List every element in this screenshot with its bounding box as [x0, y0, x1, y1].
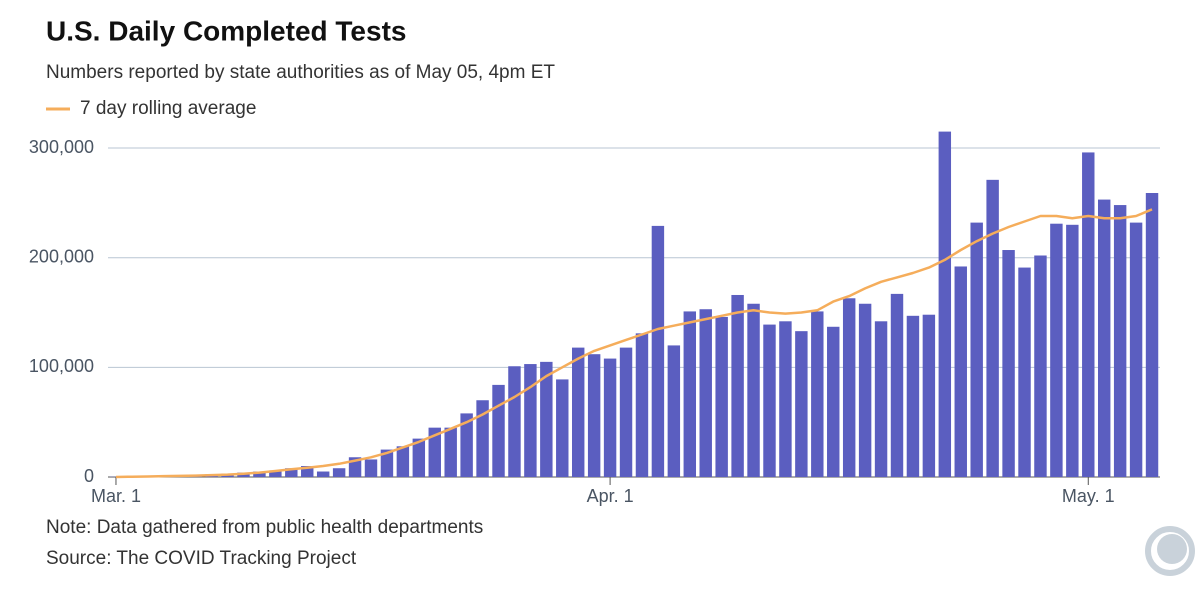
bar — [1002, 250, 1015, 477]
bar — [1018, 267, 1031, 477]
bar — [460, 413, 473, 477]
y-tick-label: 100,000 — [29, 356, 94, 376]
bar — [587, 354, 601, 477]
bar — [444, 427, 457, 477]
bar — [380, 449, 394, 477]
y-tick-label: 200,000 — [29, 246, 94, 266]
bar — [428, 427, 441, 477]
source: Source: The COVID Tracking Project — [46, 548, 357, 569]
bar — [954, 266, 967, 477]
bar — [301, 466, 314, 477]
x-tick-label: May. 1 — [1062, 486, 1115, 506]
bar — [747, 303, 760, 477]
bar — [364, 459, 378, 477]
bar — [651, 225, 665, 477]
bar — [556, 379, 569, 477]
chart-subtitle: Numbers reported by state authorities as… — [46, 62, 555, 83]
bar — [524, 364, 537, 477]
logo-dot — [1157, 534, 1187, 564]
bar — [1066, 224, 1079, 477]
bar — [540, 361, 553, 477]
bar — [635, 333, 649, 477]
bar — [811, 311, 824, 477]
note: Note: Data gathered from public health d… — [46, 517, 483, 538]
bar — [285, 468, 298, 477]
bar — [619, 347, 633, 477]
bar — [1050, 223, 1063, 477]
bar — [476, 400, 489, 477]
logo — [1145, 526, 1195, 576]
bar — [412, 438, 426, 477]
bar — [986, 179, 999, 477]
bar — [922, 314, 936, 477]
bar — [699, 309, 712, 477]
bar — [667, 345, 681, 477]
bar — [253, 471, 266, 477]
bar — [938, 131, 952, 478]
bar — [508, 366, 521, 477]
bar — [1129, 222, 1143, 477]
bar — [795, 331, 808, 477]
bar — [842, 298, 856, 477]
bar — [1097, 199, 1111, 478]
bar — [890, 293, 904, 477]
bar — [763, 324, 776, 477]
bar — [827, 326, 840, 477]
bar — [603, 358, 617, 477]
bar — [571, 347, 585, 477]
bar — [492, 384, 505, 477]
x-tick-label: Apr. 1 — [587, 486, 634, 506]
bar — [906, 315, 920, 477]
bar — [874, 321, 888, 477]
bar — [683, 311, 697, 477]
bar — [715, 316, 728, 477]
y-tick-label: 300,000 — [29, 137, 94, 157]
bar — [316, 471, 330, 477]
bar — [858, 303, 872, 477]
logo-ring — [1145, 526, 1195, 576]
bar — [1145, 193, 1159, 477]
x-tick-label: Mar. 1 — [91, 486, 141, 506]
line — [115, 208, 1153, 479]
bar — [779, 321, 792, 477]
y-tick-label: 0 — [84, 466, 94, 486]
bar — [731, 294, 744, 477]
bar — [1034, 255, 1047, 477]
bar — [1113, 205, 1127, 477]
bar — [970, 222, 983, 477]
legend-label: 7 day rolling average — [80, 98, 256, 119]
bar — [1082, 152, 1095, 478]
bar — [396, 446, 410, 477]
bar — [332, 468, 346, 477]
chart-title: U.S. Daily Completed Tests — [46, 15, 406, 46]
bar — [269, 470, 282, 477]
